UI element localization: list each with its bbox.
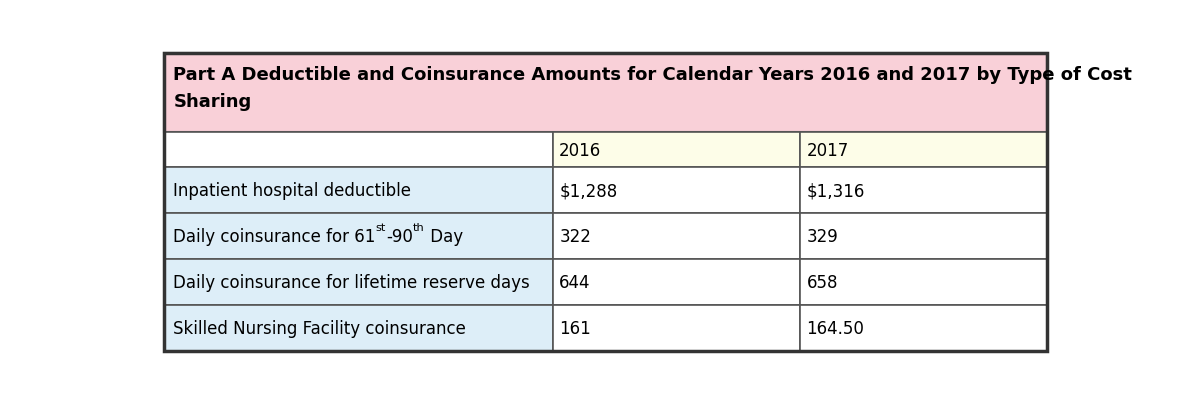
Bar bbox=[553, 214, 800, 259]
Text: th: th bbox=[413, 223, 424, 233]
Text: Day: Day bbox=[424, 228, 463, 246]
Text: -90: -90 bbox=[387, 228, 413, 246]
Bar bbox=[164, 259, 553, 306]
Text: 329: 329 bbox=[806, 228, 838, 246]
Bar bbox=[164, 54, 1047, 132]
Bar bbox=[553, 132, 800, 168]
Text: 644: 644 bbox=[559, 273, 591, 292]
Bar bbox=[800, 259, 1047, 306]
Bar bbox=[164, 168, 553, 214]
Bar bbox=[164, 132, 553, 168]
Bar bbox=[800, 306, 1047, 351]
Text: 2016: 2016 bbox=[559, 141, 602, 159]
Text: 164.50: 164.50 bbox=[806, 320, 864, 337]
Text: 2017: 2017 bbox=[806, 141, 849, 159]
Bar bbox=[553, 259, 800, 306]
Text: Daily coinsurance for lifetime reserve days: Daily coinsurance for lifetime reserve d… bbox=[174, 273, 531, 292]
Text: 322: 322 bbox=[559, 228, 591, 246]
Text: $1,316: $1,316 bbox=[806, 182, 865, 200]
Bar bbox=[553, 168, 800, 214]
Text: Inpatient hospital deductible: Inpatient hospital deductible bbox=[174, 182, 411, 200]
Text: 161: 161 bbox=[559, 320, 591, 337]
Bar bbox=[800, 214, 1047, 259]
Text: $1,288: $1,288 bbox=[559, 182, 617, 200]
Text: 658: 658 bbox=[806, 273, 838, 292]
Bar bbox=[553, 306, 800, 351]
Text: Sharing: Sharing bbox=[174, 92, 252, 110]
Bar bbox=[800, 168, 1047, 214]
Text: st: st bbox=[376, 223, 387, 233]
Text: Daily coinsurance for 61: Daily coinsurance for 61 bbox=[174, 228, 376, 246]
Text: Skilled Nursing Facility coinsurance: Skilled Nursing Facility coinsurance bbox=[174, 320, 466, 337]
Text: Part A Deductible and Coinsurance Amounts for Calendar Years 2016 and 2017 by Ty: Part A Deductible and Coinsurance Amount… bbox=[174, 66, 1132, 84]
Bar bbox=[164, 306, 553, 351]
Bar bbox=[164, 214, 553, 259]
Bar bbox=[800, 132, 1047, 168]
